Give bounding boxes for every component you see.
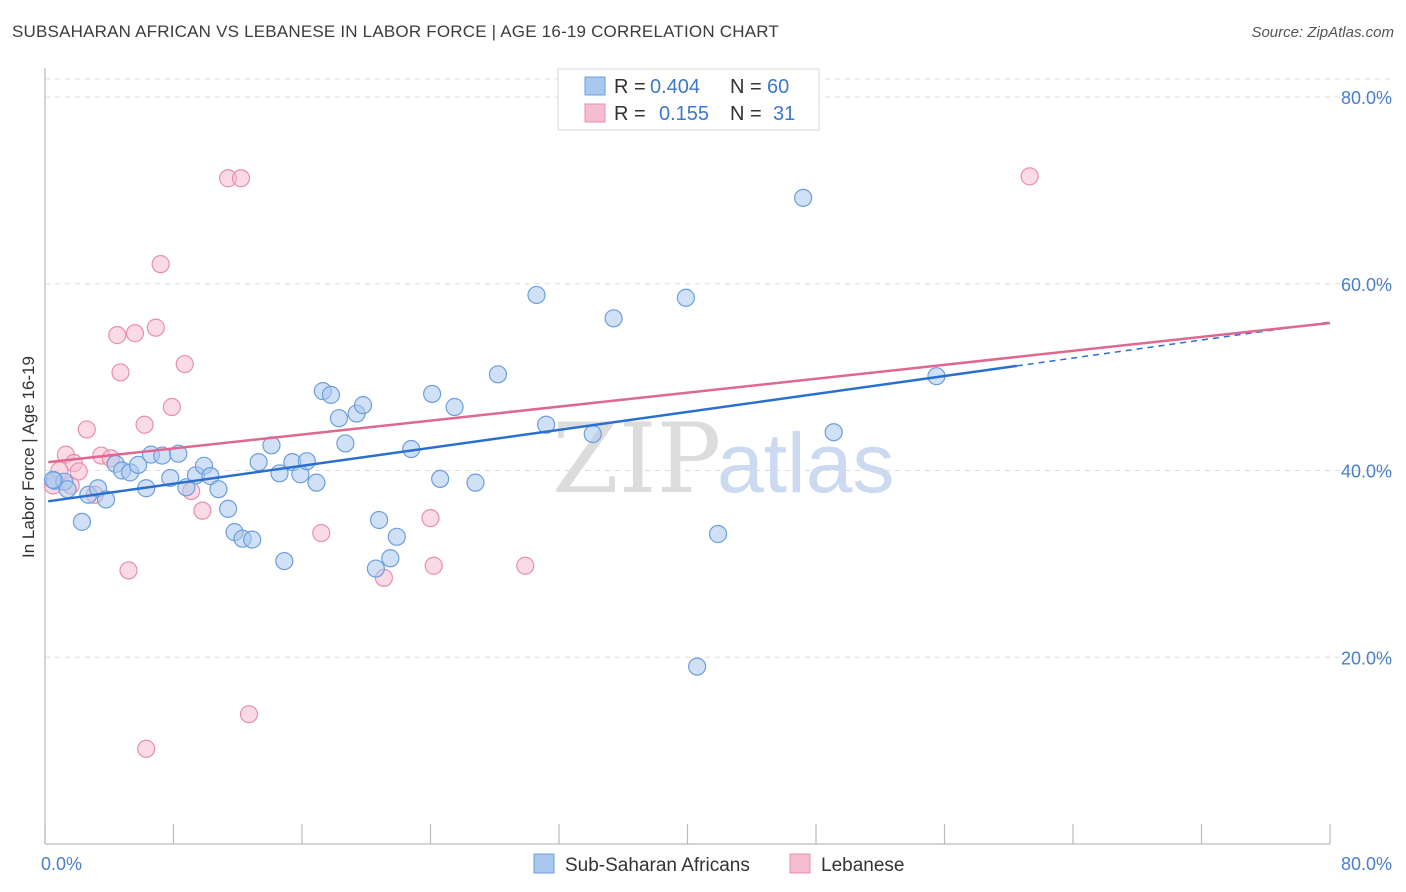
point-sub-saharan-55 (708, 524, 728, 544)
point-lebanese-15 (137, 739, 156, 758)
point-sub-saharan-28 (275, 551, 294, 571)
point-sub-saharan-46 (445, 397, 464, 417)
tick-labels: 20.0% 40.0% 60.0% 80.0% 0.0% 80.0% (41, 88, 1392, 874)
bottom-legend-label-lebanese: Lebanese (821, 855, 904, 876)
point-lebanese-10 (108, 326, 127, 345)
chart-title: SUBSAHARAN AFRICAN VS LEBANESE IN LABOR … (12, 22, 779, 41)
y-tick-label-80: 80.0% (1341, 88, 1392, 108)
point-lebanese-23 (231, 169, 251, 188)
point-lebanese-21 (193, 501, 212, 520)
point-sub-saharan-32 (307, 473, 326, 492)
point-lebanese-6 (77, 420, 96, 439)
point-sub-saharan-50 (537, 415, 556, 434)
trend-line-sub-saharan-extension (1016, 321, 1331, 367)
trend-lines (48, 321, 1331, 503)
bottom-legend-label-sub-saharan: Sub-Saharan Africans (565, 855, 750, 876)
point-sub-saharan-24 (243, 530, 262, 549)
point-lebanese-16 (146, 318, 165, 337)
point-sub-saharan-34 (321, 385, 341, 404)
grid-lines (45, 78, 1392, 658)
point-sub-saharan-48 (488, 365, 508, 384)
point-sub-saharan-6 (96, 490, 116, 509)
legend-r-value-1: 0.404 (650, 76, 700, 98)
bottom-legend: Sub-Saharan Africans Lebanese (533, 853, 904, 876)
y-axis-label: In Labor Force | Age 16-19 (19, 356, 38, 558)
point-sub-saharan-25 (249, 452, 268, 472)
point-sub-saharan-49 (527, 285, 546, 305)
point-lebanese-28 (424, 556, 443, 575)
point-lebanese-14 (135, 415, 154, 434)
point-lebanese-29 (516, 556, 535, 575)
trend-line-lebanese (48, 321, 1331, 464)
point-lebanese-30 (1020, 167, 1039, 186)
watermark-zip: ZIP (552, 403, 721, 515)
legend-n-label-2: N = (730, 103, 762, 125)
point-lebanese-12 (119, 561, 138, 580)
point-sub-saharan-53 (676, 288, 695, 307)
point-lebanese-11 (111, 363, 130, 382)
top-legend: R = 0.404 N = 60 R = 0.155 N = 31 (557, 68, 820, 131)
y-tick-label-20: 20.0% (1341, 648, 1392, 668)
point-lebanese-17 (151, 255, 170, 274)
x-tick-label-min: 0.0% (41, 854, 82, 874)
point-sub-saharan-56 (794, 188, 813, 207)
y-tick-label-60: 60.0% (1341, 275, 1392, 295)
point-sub-saharan-20 (209, 480, 228, 499)
point-sub-saharan-57 (824, 423, 843, 442)
point-sub-saharan-45 (431, 469, 450, 489)
point-lebanese-19 (175, 354, 194, 374)
point-sub-saharan-21 (219, 499, 238, 518)
legend-r-label-1: R = (614, 76, 646, 98)
point-sub-saharan-44 (423, 384, 442, 404)
source-label: Source: ZipAtlas.com (1251, 24, 1394, 41)
x-tick-label-max: 80.0% (1341, 854, 1392, 874)
legend-swatch-lebanese (584, 103, 606, 123)
point-sub-saharan-47 (466, 473, 485, 492)
legend-n-value-1: 60 (767, 76, 789, 98)
point-sub-saharan-54 (688, 657, 707, 676)
point-sub-saharan-14 (161, 468, 180, 488)
legend-r-label-2: R = (614, 103, 646, 125)
point-lebanese-24 (239, 705, 259, 724)
point-sub-saharan-59 (43, 470, 63, 489)
point-sub-saharan-36 (336, 434, 355, 453)
point-sub-saharan-40 (370, 510, 389, 530)
point-sub-saharan-3 (72, 512, 92, 531)
data-points (43, 167, 1039, 758)
trend-line-sub-saharan (48, 364, 1017, 503)
point-sub-saharan-42 (387, 527, 406, 546)
point-lebanese-5 (69, 462, 88, 481)
point-sub-saharan-10 (129, 455, 148, 474)
bottom-legend-swatch-sub-saharan (533, 853, 555, 874)
point-sub-saharan-35 (329, 409, 349, 428)
legend-r-value-2: 0.155 (659, 103, 709, 125)
legend-swatch-sub-saharan (584, 76, 606, 96)
y-tick-label-40: 40.0% (1341, 462, 1392, 482)
point-sub-saharan-41 (381, 549, 400, 568)
bottom-legend-swatch-lebanese (789, 853, 811, 874)
point-lebanese-13 (125, 324, 145, 343)
legend-n-value-2: 31 (773, 103, 795, 125)
point-sub-saharan-52 (604, 309, 623, 328)
axes (44, 68, 1331, 845)
legend-n-label-1: N = (730, 76, 762, 98)
point-sub-saharan-39 (366, 559, 385, 578)
point-lebanese-18 (162, 397, 181, 417)
point-sub-saharan-51 (583, 424, 602, 444)
point-lebanese-25 (312, 523, 331, 543)
point-lebanese-27 (421, 509, 440, 528)
watermark-atlas: atlas (717, 416, 894, 510)
point-sub-saharan-2 (58, 480, 77, 499)
point-sub-saharan-38 (353, 396, 373, 415)
